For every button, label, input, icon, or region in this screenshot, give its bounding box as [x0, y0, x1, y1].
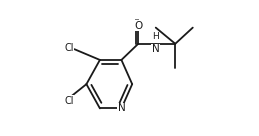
Text: Cl: Cl: [64, 44, 74, 53]
Text: O: O: [134, 21, 142, 31]
Text: N: N: [118, 103, 125, 113]
Text: H: H: [152, 32, 159, 41]
Text: Cl: Cl: [64, 96, 74, 106]
Text: N: N: [152, 44, 160, 54]
